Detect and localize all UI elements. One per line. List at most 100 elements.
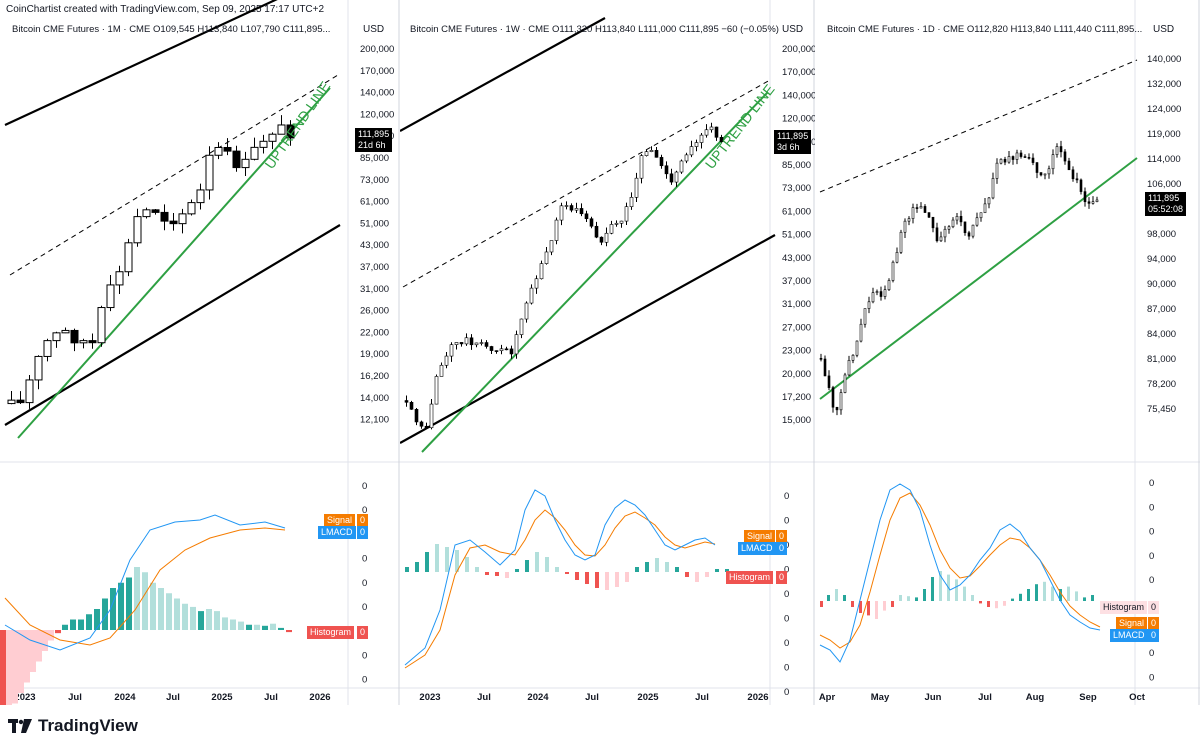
candle-body [839, 392, 843, 411]
histogram-bar [18, 630, 24, 693]
candle-body [1043, 173, 1047, 176]
time-tick-label: 2026 [309, 692, 330, 703]
price-axis-unit: USD [1153, 24, 1175, 35]
candle-body [178, 213, 187, 225]
price-tick-label: 61,000 [360, 197, 389, 208]
candle-body [843, 374, 847, 393]
time-tick-label: Jul [68, 692, 82, 703]
histogram-bar [535, 552, 539, 572]
candle-body [474, 342, 479, 346]
price-tick-label: 27,000 [782, 322, 811, 333]
price-tick-label: 37,000 [782, 276, 811, 287]
histogram-bar [939, 571, 942, 601]
histogram-bar [0, 630, 6, 705]
histogram-bar [110, 588, 116, 630]
candle-body [1031, 157, 1035, 163]
histogram-bar [1051, 586, 1054, 601]
candle-body [947, 226, 951, 230]
candle-body [624, 206, 629, 222]
oscillator-tick-label: 0 [1149, 527, 1154, 538]
candle-body [1075, 178, 1079, 181]
price-tick-label: 200,000 [360, 44, 394, 55]
histogram-bar [505, 572, 509, 578]
last-price: 111,895 [777, 131, 809, 141]
chart-header: CoinChartist created with TradingView.co… [6, 4, 325, 15]
time-tick-label: Jul [978, 692, 992, 703]
histogram-bar [605, 572, 609, 590]
ohlc-values: O109,545 H113,840 L107,790 C111,895... [152, 24, 331, 35]
histogram-bar [55, 630, 61, 634]
price-tick-label: 119,000 [1147, 129, 1181, 140]
chart-panel-weekly[interactable]: 200,000170,000140,000120,000100,00085,00… [400, 0, 815, 705]
signal-value: 0 [1148, 617, 1160, 630]
histogram-bar [1083, 597, 1086, 601]
time-tick-label: Oct [1129, 692, 1146, 703]
histogram-bar [859, 601, 862, 613]
oscillator-tick-label: 0 [784, 687, 789, 698]
price-tick-label: 85,000 [782, 160, 811, 171]
chart-svg-monthly[interactable]: 200,000170,000140,000120,000100,00085,00… [0, 0, 400, 705]
time-tick-label: Jul [166, 692, 180, 703]
histogram-bar [182, 603, 188, 630]
candle-body [115, 271, 124, 286]
candle-body [955, 216, 959, 221]
candle-body [268, 133, 277, 142]
histogram-bar [278, 627, 284, 630]
candle-body [935, 227, 939, 242]
candle-body [859, 323, 863, 342]
histogram-label: Histogram [307, 626, 355, 639]
histogram-bar [94, 609, 100, 630]
histogram-bar [575, 572, 579, 580]
candle-body [469, 337, 474, 346]
candle-body [1027, 157, 1031, 159]
price-tick-label: 106,000 [1147, 179, 1181, 190]
price-tick-label: 81,000 [1147, 354, 1176, 365]
last-price: 111,895 [358, 129, 390, 139]
candle-body [16, 399, 25, 404]
candle-body [689, 146, 694, 156]
candle-body [569, 205, 574, 211]
price-tick-label: 22,000 [360, 327, 389, 338]
chart-svg-daily[interactable]: 140,000 132,000 124,000 119,000 114,000 106,0… [815, 0, 1200, 705]
candle-body [644, 151, 649, 156]
histogram-bar [118, 582, 124, 630]
candle-body [1039, 172, 1043, 176]
candle-body [499, 348, 504, 352]
candle-body [514, 334, 519, 355]
oscillator-tick-label: 0 [362, 650, 367, 661]
candle-body [1035, 162, 1039, 173]
candle-body [943, 228, 947, 238]
lmacd-label: LMACD [1110, 629, 1148, 642]
lmacd-label: LMACD [318, 526, 356, 539]
oscillator-tick-label: 0 [1149, 672, 1154, 683]
symbol-title: Bitcoin CME Futures · 1D · CME [827, 24, 965, 35]
chart-panel-daily[interactable]: 140,000 132,000 124,000 119,000 114,000 106,0… [815, 0, 1200, 705]
price-tick-label: 114,000 [1147, 154, 1181, 165]
histogram-bar [955, 579, 958, 601]
histogram-bar [445, 547, 449, 572]
histogram-bar [665, 562, 669, 572]
oscillator-tick-label: 0 [784, 565, 789, 576]
candle-body [863, 308, 867, 325]
histogram-bar [30, 630, 36, 672]
price-tick-label: 75,450 [1147, 404, 1176, 415]
price-tick-label: 200,000 [782, 44, 815, 55]
candle-body [259, 140, 268, 148]
histogram-bar [1091, 595, 1094, 601]
signal-line [4, 527, 286, 646]
histogram-bar [820, 601, 823, 607]
candle-body [214, 146, 223, 156]
histogram-bar [625, 572, 629, 582]
chart-svg-weekly[interactable]: 200,000170,000140,000120,000100,00085,00… [400, 0, 815, 705]
histogram-bar [495, 572, 499, 576]
candle-body [704, 129, 709, 136]
chart-panel-monthly[interactable]: 200,000170,000140,000120,000100,00085,00… [0, 0, 400, 705]
footer-brand[interactable]: TradingView [8, 716, 138, 736]
oscillator-tick-label: 0 [1149, 478, 1154, 489]
candle-body [871, 292, 875, 303]
time-tick-label: Jul [477, 692, 491, 703]
bar-countdown: 05:52:08 [1148, 204, 1184, 214]
histogram-bar [214, 611, 220, 630]
candle-body [439, 364, 444, 377]
candle-body [679, 160, 684, 173]
